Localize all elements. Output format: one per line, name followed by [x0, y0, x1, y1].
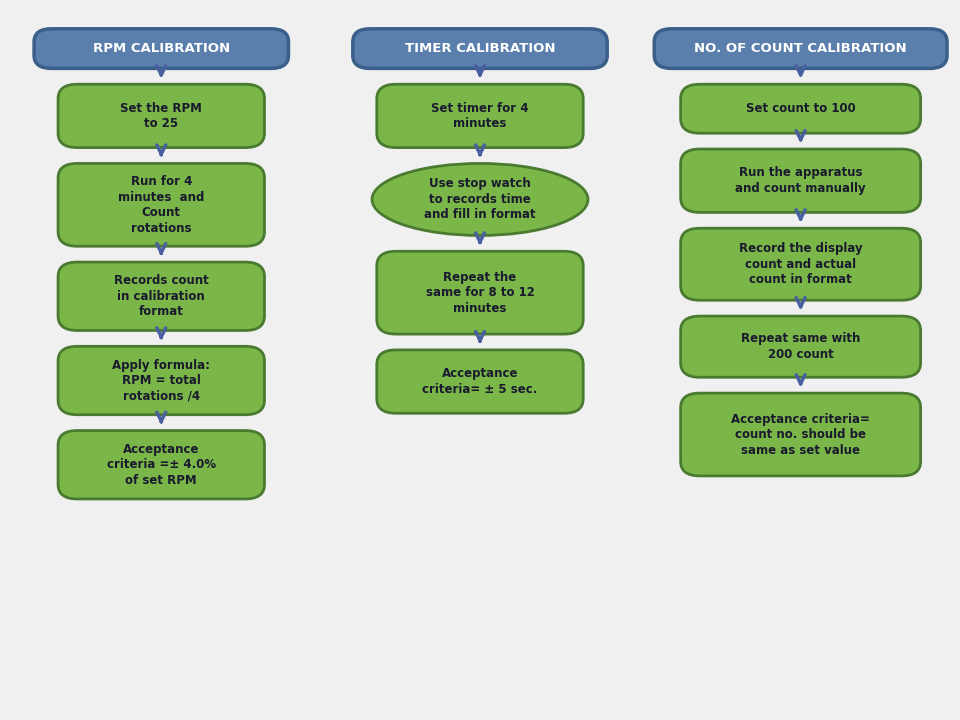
- FancyBboxPatch shape: [655, 29, 947, 68]
- FancyBboxPatch shape: [353, 29, 608, 68]
- FancyBboxPatch shape: [376, 251, 584, 334]
- FancyBboxPatch shape: [59, 84, 265, 148]
- Ellipse shape: [372, 163, 588, 235]
- Text: Record the display
count and actual
count in format: Record the display count and actual coun…: [739, 242, 862, 287]
- Text: Repeat same with
200 count: Repeat same with 200 count: [741, 333, 860, 361]
- FancyBboxPatch shape: [681, 228, 921, 300]
- Text: TIMER CALIBRATION: TIMER CALIBRATION: [405, 42, 555, 55]
- FancyBboxPatch shape: [59, 431, 265, 499]
- Text: Acceptance
criteria= ± 5 sec.: Acceptance criteria= ± 5 sec.: [422, 367, 538, 396]
- Text: Apply formula:
RPM = total
rotations /4: Apply formula: RPM = total rotations /4: [112, 359, 210, 402]
- Text: Acceptance criteria=
count no. should be
same as set value: Acceptance criteria= count no. should be…: [732, 413, 870, 456]
- FancyBboxPatch shape: [376, 84, 584, 148]
- Text: Run for 4
minutes  and
Count
rotations: Run for 4 minutes and Count rotations: [118, 175, 204, 235]
- FancyBboxPatch shape: [59, 262, 265, 330]
- Text: Run the apparatus
and count manually: Run the apparatus and count manually: [735, 166, 866, 195]
- Text: Records count
in calibration
format: Records count in calibration format: [114, 274, 208, 318]
- Text: Use stop watch
to records time
and fill in format: Use stop watch to records time and fill …: [424, 177, 536, 222]
- FancyBboxPatch shape: [681, 316, 921, 377]
- Text: Set the RPM
to 25: Set the RPM to 25: [120, 102, 203, 130]
- FancyBboxPatch shape: [681, 149, 921, 212]
- Text: NO. OF COUNT CALIBRATION: NO. OF COUNT CALIBRATION: [694, 42, 907, 55]
- FancyBboxPatch shape: [681, 84, 921, 133]
- FancyBboxPatch shape: [376, 350, 584, 413]
- Text: Acceptance
criteria =± 4.0%
of set RPM: Acceptance criteria =± 4.0% of set RPM: [107, 443, 216, 487]
- FancyBboxPatch shape: [35, 29, 288, 68]
- Text: Repeat the
same for 8 to 12
minutes: Repeat the same for 8 to 12 minutes: [425, 271, 535, 315]
- Text: Set count to 100: Set count to 100: [746, 102, 855, 115]
- FancyBboxPatch shape: [59, 346, 265, 415]
- FancyBboxPatch shape: [681, 393, 921, 476]
- FancyBboxPatch shape: [59, 163, 265, 246]
- Text: Set timer for 4
minutes: Set timer for 4 minutes: [431, 102, 529, 130]
- Text: RPM CALIBRATION: RPM CALIBRATION: [93, 42, 229, 55]
